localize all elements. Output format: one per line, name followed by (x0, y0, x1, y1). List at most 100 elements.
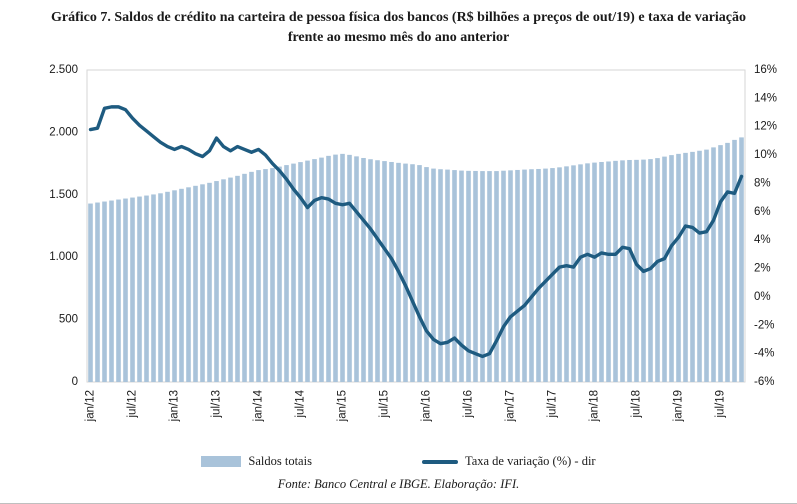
bar (102, 201, 107, 382)
bar (333, 154, 338, 382)
bar (529, 169, 534, 382)
bar (739, 137, 744, 382)
bar (207, 182, 212, 382)
bar (508, 170, 513, 382)
x-axis-tick-label: jul/16 (463, 390, 475, 419)
legend-item-taxa: Taxa de variação (%) - dir (421, 454, 596, 469)
bar (480, 171, 485, 382)
bar (431, 168, 436, 382)
bar (305, 160, 310, 382)
right-axis-tick-label: -4% (754, 348, 774, 360)
x-axis-tick-label: jul/12 (127, 390, 139, 419)
x-axis-tick-label: jan/13 (169, 390, 181, 422)
bar (116, 199, 121, 382)
bar (466, 170, 471, 382)
bar (312, 159, 317, 382)
source-note: Fonte: Banco Central e IBGE. Elaboração:… (277, 477, 520, 491)
bar (368, 159, 373, 382)
bar (648, 159, 653, 382)
bar (214, 181, 219, 382)
left-axis-tick-label: 2.500 (49, 64, 78, 76)
bar (445, 169, 450, 382)
x-axis-tick-label: jan/12 (85, 390, 97, 422)
bar (88, 203, 93, 382)
bar (165, 191, 170, 382)
bar (137, 196, 142, 382)
bar (494, 171, 499, 382)
bar (172, 190, 177, 382)
bar (501, 170, 506, 382)
bar (536, 168, 541, 382)
bar (340, 153, 345, 382)
bar (690, 151, 695, 382)
bar (95, 202, 100, 382)
bar (123, 198, 128, 382)
bar (473, 170, 478, 382)
bar (291, 163, 296, 382)
x-axis-tick-label: jan/15 (337, 390, 349, 422)
x-axis-tick-label: jan/14 (253, 389, 265, 422)
bar (683, 152, 688, 382)
bar (487, 171, 492, 382)
bar (655, 158, 660, 382)
plot-border (86, 69, 746, 383)
bar (557, 167, 562, 382)
x-axis-tick-label: jan/17 (505, 390, 517, 422)
right-axis-tick-label: 10% (754, 149, 777, 161)
bar (620, 160, 625, 382)
bar (109, 200, 114, 382)
left-axis-tick-label: 1.500 (49, 189, 78, 201)
bar (515, 169, 520, 382)
bar (403, 163, 408, 382)
x-axis-tick-label: jul/14 (295, 389, 307, 418)
right-axis-tick-label: 12% (754, 121, 777, 133)
bar (235, 175, 240, 382)
bar (732, 139, 737, 382)
chart-legend: Saldos totais Taxa de variação (%) - dir (0, 454, 797, 469)
bar (277, 166, 282, 382)
legend-label-saldos: Saldos totais (248, 454, 312, 468)
bar (592, 162, 597, 382)
right-axis-tick-label: -2% (754, 319, 774, 331)
bar (382, 161, 387, 382)
bar (725, 142, 730, 382)
bar (256, 170, 261, 382)
bar (326, 155, 331, 382)
bar (347, 154, 352, 382)
bar (298, 162, 303, 382)
x-axis-tick-label: jul/13 (211, 390, 223, 419)
bar (361, 157, 366, 382)
bar (676, 153, 681, 382)
bar (130, 197, 135, 382)
left-axis-tick-label: 0 (72, 376, 78, 388)
legend-label-taxa: Taxa de variação (%) - dir (464, 454, 596, 468)
bar (571, 165, 576, 382)
legend-item-saldos: Saldos totais (201, 454, 312, 469)
bar (564, 166, 569, 382)
bar (144, 195, 149, 382)
bar (718, 145, 723, 382)
bar (704, 149, 709, 382)
left-axis-tick-label: 2.000 (49, 126, 78, 138)
bar (158, 193, 163, 382)
bar (263, 169, 268, 382)
bar (634, 159, 639, 382)
bar (249, 171, 254, 382)
bar (417, 165, 422, 382)
bar (375, 160, 380, 382)
bar (284, 165, 289, 382)
bar (186, 187, 191, 382)
bar (669, 155, 674, 382)
bar (578, 164, 583, 382)
bar (193, 185, 198, 382)
x-axis-tick-label: jul/19 (715, 390, 727, 419)
x-axis-tick-label: jan/18 (589, 390, 601, 422)
bar (270, 168, 275, 382)
bar (543, 168, 548, 382)
bar (242, 173, 247, 382)
bar (613, 160, 618, 382)
x-axis-tick-label: jul/15 (379, 390, 391, 419)
bar (354, 156, 359, 382)
right-axis-tick-label: -6% (754, 376, 774, 388)
